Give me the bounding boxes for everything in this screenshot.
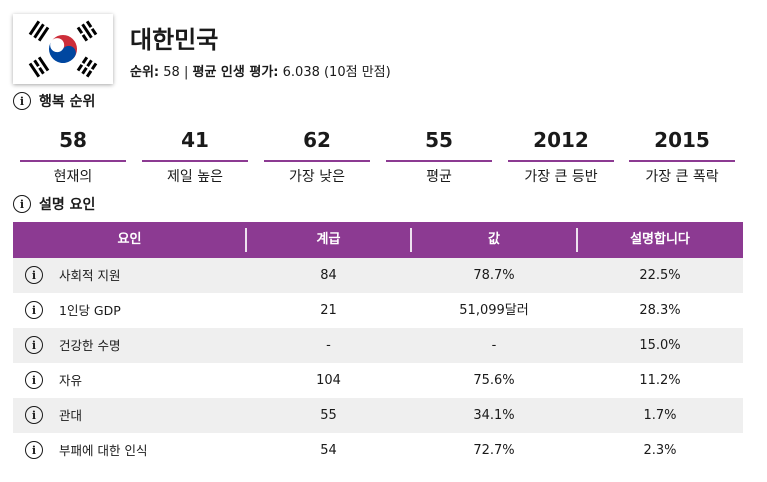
- factors-table: 요인 계급 값 설명합니다 i 사회적 지원 84 78.7% 22.5% i …: [13, 222, 743, 468]
- factor-value: -: [491, 338, 497, 353]
- factor-explains: 2.3%: [643, 443, 677, 458]
- stat-label: 가장 큰 등반: [524, 169, 598, 185]
- stat-value: 2015: [654, 128, 710, 152]
- stat-value: 58: [59, 128, 87, 152]
- info-icon[interactable]: i: [25, 336, 43, 354]
- summary-separator: |: [183, 65, 189, 80]
- factor-name: 1인당 GDP: [59, 303, 121, 318]
- factor-rank: -: [326, 338, 331, 353]
- factor-rank: 54: [320, 443, 337, 458]
- stat-value: 55: [425, 128, 453, 152]
- table-row: i 건강한 수명 - - 15.0%: [13, 328, 743, 363]
- stat-biggest-drop: 2015 가장 큰 폭락: [629, 126, 735, 186]
- column-divider: [410, 228, 412, 252]
- column-header-factor[interactable]: 요인: [117, 232, 142, 247]
- table-row: i 1인당 GDP 21 51,099달러 28.3%: [13, 293, 743, 328]
- factor-name: 자유: [59, 373, 83, 388]
- avg-life-eval-value: 6.038 (10점 만점): [282, 65, 391, 80]
- stat-underline: [629, 160, 735, 162]
- table-row: i 자유 104 75.6% 11.2%: [13, 363, 743, 398]
- stat-underline: [386, 160, 492, 162]
- stat-underline: [20, 160, 126, 162]
- column-header-rank[interactable]: 계급: [316, 232, 341, 247]
- factor-rank: 21: [320, 303, 337, 318]
- stat-lowest: 62 가장 낮은: [264, 126, 370, 186]
- factor-name: 부패에 대한 인식: [59, 443, 148, 458]
- stat-label: 현재의: [53, 169, 93, 185]
- stat-label: 가장 낮은: [289, 169, 345, 185]
- column-divider: [245, 228, 247, 252]
- factor-value: 78.7%: [473, 268, 515, 283]
- info-icon[interactable]: i: [25, 301, 43, 319]
- column-header-explains[interactable]: 설명합니다: [630, 232, 690, 247]
- factor-rank: 55: [320, 408, 337, 423]
- stat-highest: 41 제일 높은: [142, 126, 248, 186]
- rank-label: 순위:: [130, 65, 160, 80]
- factor-explains: 28.3%: [639, 303, 681, 318]
- stat-biggest-rise: 2012 가장 큰 등반: [508, 126, 614, 186]
- factor-explains: 11.2%: [639, 373, 681, 388]
- table-header: 요인 계급 값 설명합니다: [13, 222, 743, 258]
- factor-value: 51,099달러: [459, 303, 529, 318]
- info-icon[interactable]: i: [25, 406, 43, 424]
- stat-underline: [142, 160, 248, 162]
- stat-label: 평균: [426, 169, 452, 185]
- column-divider: [576, 228, 578, 252]
- ranking-section-title: 행복 순위: [39, 94, 96, 110]
- table-row: i 부패에 대한 인식 54 72.7% 2.3%: [13, 433, 743, 468]
- table-row: i 관대 55 34.1% 1.7%: [13, 398, 743, 433]
- country-summary: 순위: 58 | 평균 인생 평가: 6.038 (10점 만점): [130, 61, 391, 80]
- ranking-section-header: i 행복 순위: [13, 91, 95, 111]
- factor-value: 72.7%: [473, 443, 515, 458]
- table-row: i 사회적 지원 84 78.7% 22.5%: [13, 258, 743, 293]
- stat-label: 제일 높은: [167, 169, 223, 185]
- stat-value: 62: [303, 128, 331, 152]
- factor-explains: 1.7%: [643, 408, 677, 423]
- factor-name: 건강한 수명: [59, 338, 121, 353]
- factor-name: 관대: [59, 408, 83, 423]
- factor-rank: 104: [316, 373, 341, 388]
- info-icon[interactable]: i: [25, 441, 43, 459]
- factor-rank: 84: [320, 268, 337, 283]
- stat-current: 58 현재의: [20, 126, 126, 186]
- info-icon[interactable]: i: [25, 266, 43, 284]
- country-header: 대한민국 순위: 58 | 평균 인생 평가: 6.038 (10점 만점): [13, 14, 753, 84]
- factors-section-header: i 설명 요인: [13, 194, 95, 214]
- factors-section-title: 설명 요인: [39, 197, 96, 213]
- factor-explains: 15.0%: [639, 338, 681, 353]
- stat-average: 55 평균: [386, 126, 492, 186]
- factor-name: 사회적 지원: [59, 268, 121, 283]
- ranking-stats: 58 현재의 41 제일 높은 62 가장 낮은 55 평균 2012 가장 큰…: [20, 126, 740, 186]
- column-header-value[interactable]: 값: [488, 232, 500, 247]
- stat-value: 41: [181, 128, 209, 152]
- stat-label: 가장 큰 폭락: [645, 169, 719, 185]
- stat-value: 2012: [533, 128, 589, 152]
- country-name: 대한민국: [130, 26, 219, 54]
- factor-value: 34.1%: [473, 408, 515, 423]
- info-icon[interactable]: i: [13, 195, 31, 213]
- flag-card: [13, 14, 113, 84]
- south-korea-flag: [13, 14, 113, 84]
- rank-value: 58: [163, 65, 180, 80]
- factor-value: 75.6%: [473, 373, 515, 388]
- info-icon[interactable]: i: [13, 92, 31, 110]
- avg-life-eval-label: 평균 인생 평가:: [192, 65, 279, 80]
- factor-explains: 22.5%: [639, 268, 681, 283]
- stat-underline: [264, 160, 370, 162]
- info-icon[interactable]: i: [25, 371, 43, 389]
- stat-underline: [508, 160, 614, 162]
